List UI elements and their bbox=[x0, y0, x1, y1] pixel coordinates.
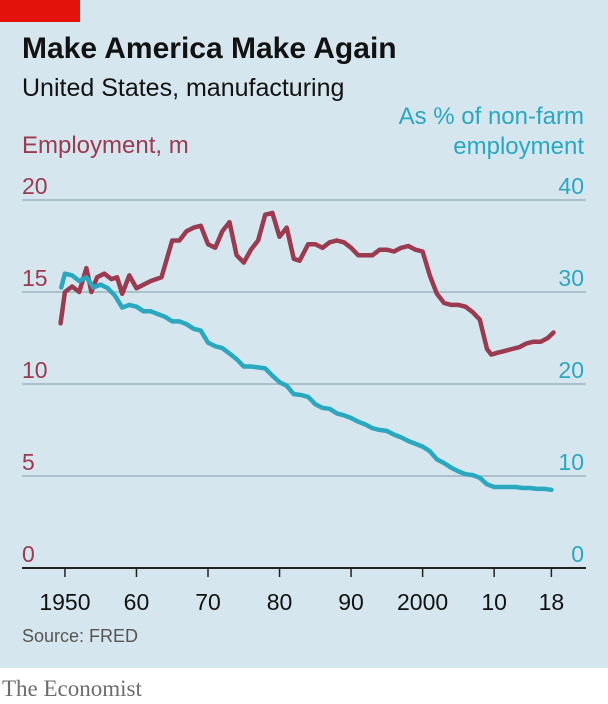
share-of-nonfarm-line bbox=[59, 271, 554, 493]
left-tick-label-1: 5 bbox=[22, 449, 35, 475]
right-tick-label-3: 30 bbox=[558, 265, 584, 291]
brand-red-tab bbox=[0, 0, 80, 22]
x-tick-label-3: 80 bbox=[267, 589, 293, 615]
x-tick-label-1: 60 bbox=[124, 589, 150, 615]
x-tick-label-6: 10 bbox=[481, 589, 507, 615]
x-tick-label-7: 18 bbox=[539, 589, 565, 615]
x-tick-label-0: 1950 bbox=[39, 589, 90, 615]
x-tick-label-2: 70 bbox=[195, 589, 221, 615]
employment-line bbox=[58, 210, 556, 357]
x-tick-label-4: 90 bbox=[338, 589, 364, 615]
right-tick-label-4: 40 bbox=[558, 173, 584, 199]
right-tick-label-2: 20 bbox=[558, 357, 584, 383]
chart-title: Make America Make Again bbox=[22, 32, 397, 65]
right-axis-label: As % of non-farm employment bbox=[399, 102, 584, 162]
left-tick-label-4: 20 bbox=[22, 173, 48, 199]
right-tick-label-0: 0 bbox=[571, 541, 584, 567]
publisher-wordmark: The Economist bbox=[2, 676, 142, 701]
source-note: Source: FRED bbox=[22, 626, 139, 646]
left-axis-label: Employment, m bbox=[22, 132, 189, 159]
right-tick-label-1: 10 bbox=[558, 449, 584, 475]
line-chart: 0 5 10 15 20 0 10 20 30 40 1950 60 70 80 90 2000 10 18 bbox=[22, 173, 586, 615]
left-tick-label-2: 10 bbox=[22, 357, 48, 383]
left-tick-label-0: 0 bbox=[22, 541, 35, 567]
right-axis-label-line2: employment bbox=[453, 133, 584, 160]
x-tick-label-5: 2000 bbox=[397, 589, 448, 615]
chart-subtitle: United States, manufacturing bbox=[22, 74, 345, 102]
left-tick-label-3: 15 bbox=[22, 265, 48, 291]
chart-panel bbox=[0, 0, 608, 668]
right-axis-label-line1: As % of non-farm bbox=[398, 103, 584, 130]
